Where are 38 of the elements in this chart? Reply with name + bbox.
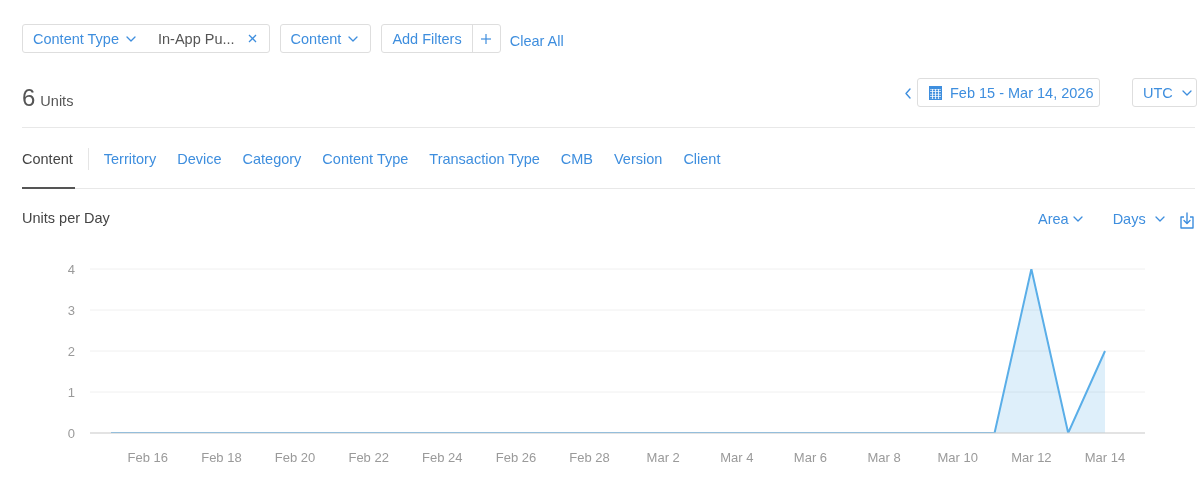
date-range-button: Feb 15 - Mar 14, 2026 bbox=[917, 78, 1100, 107]
x-tick-label: Mar 2 bbox=[646, 450, 680, 466]
y-tick-label: 1 bbox=[67, 384, 75, 400]
text: 6 Units bbox=[22, 84, 74, 112]
filter-chip: Content Type In-App Pu... bbox=[22, 24, 270, 53]
filter-chip: Content bbox=[279, 24, 372, 53]
text: Category bbox=[242, 151, 302, 167]
text: Days bbox=[1112, 211, 1146, 227]
x-tick-label: Mar 6 bbox=[793, 450, 828, 466]
x-tick-label: Mar 10 bbox=[937, 450, 978, 466]
x-tick-label: Mar 12 bbox=[1011, 450, 1052, 466]
x-tick-label: Mar 14 bbox=[1084, 450, 1126, 466]
text: Transaction Type bbox=[429, 151, 540, 167]
x-tick-label: Feb 26 bbox=[495, 450, 537, 466]
x-tick-label: Mar 4 bbox=[720, 450, 754, 466]
x-tick-label: Feb 22 bbox=[348, 450, 389, 466]
text: Version bbox=[614, 151, 663, 167]
text: Clear All bbox=[509, 33, 564, 49]
text: Content Type bbox=[322, 151, 409, 167]
y-tick-label: 0 bbox=[67, 425, 75, 441]
x-tick-label: Mar 8 bbox=[867, 450, 901, 466]
timezone-dropdown: UTC bbox=[1132, 78, 1197, 107]
x-tick-label: Feb 18 bbox=[201, 450, 242, 466]
x-tick-label: Feb 24 bbox=[422, 450, 463, 466]
text: Content bbox=[22, 151, 73, 167]
x-tick-label: Feb 16 bbox=[127, 450, 169, 466]
x-tick-label: Feb 20 bbox=[274, 450, 316, 466]
text: CMB bbox=[560, 151, 593, 167]
text: Area bbox=[1038, 211, 1069, 227]
text: Device bbox=[177, 151, 222, 167]
text: Client bbox=[683, 151, 721, 167]
y-tick-label: 2 bbox=[67, 343, 75, 359]
y-tick-label: 3 bbox=[67, 302, 75, 318]
text: Territory bbox=[103, 151, 157, 167]
y-tick-label: 4 bbox=[67, 261, 75, 277]
x-tick-label: Feb 28 bbox=[569, 450, 610, 466]
chart-title: Units per Day bbox=[22, 210, 110, 226]
add-filters-button: Add Filters bbox=[381, 24, 501, 53]
